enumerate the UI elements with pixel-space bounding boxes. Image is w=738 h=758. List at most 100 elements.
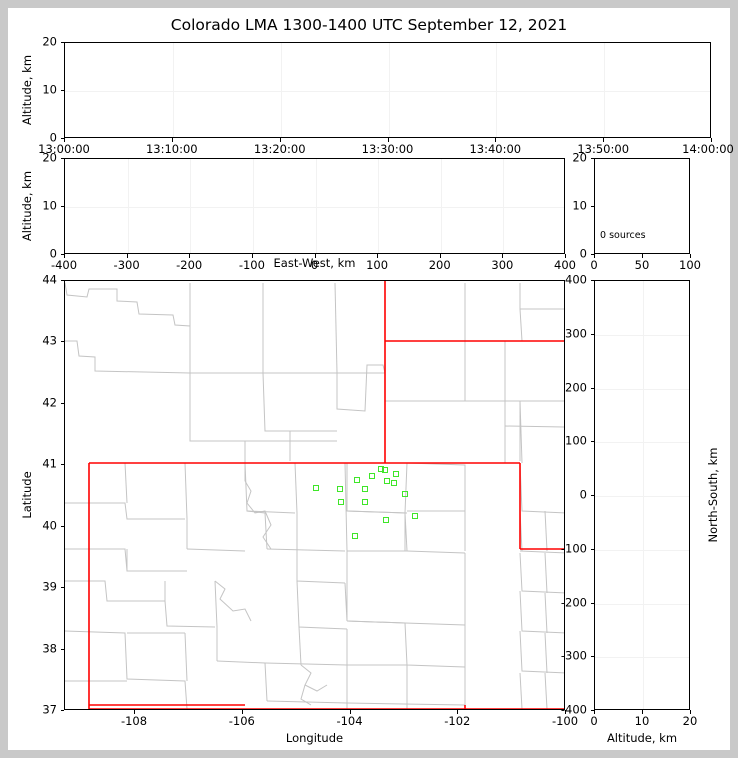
tick-label: -102 — [444, 714, 471, 728]
gridline — [127, 159, 129, 253]
gridline — [65, 91, 710, 92]
gridline — [315, 159, 317, 253]
gridline — [378, 159, 380, 253]
tick-label: 20 — [42, 34, 57, 49]
tick-label: 100 — [679, 258, 701, 272]
tick-label: 10 — [42, 198, 57, 213]
tick-label: 14:00:00 — [682, 142, 734, 156]
tick-label: 0 — [590, 258, 598, 272]
tick-label: 0 — [49, 246, 57, 261]
nebraska-kansas-counties — [504, 283, 564, 709]
lma-figure: Colorado LMA 1300-1400 UTC September 12,… — [8, 8, 734, 750]
source-marker — [338, 499, 344, 505]
axis-label-longitude: Longitude — [285, 731, 344, 745]
gridline — [65, 207, 564, 208]
tick-label: 40 — [42, 517, 57, 532]
tick-label: 0 — [579, 487, 587, 502]
tick-label: 13:10:00 — [145, 142, 198, 156]
map-geography — [65, 281, 564, 709]
gridline — [503, 159, 505, 253]
altitude-northsouth-panel[interactable] — [594, 280, 690, 710]
tick-label: 100 — [565, 433, 587, 448]
gridline — [595, 388, 689, 390]
tick-label: -108 — [120, 714, 148, 728]
tick-label: 0 — [49, 130, 57, 145]
source-marker — [412, 513, 418, 519]
tick-label: 13:20:00 — [253, 142, 306, 156]
tick-label: 20 — [682, 714, 698, 728]
tick-label: -100 — [560, 540, 587, 555]
tick-label: 41 — [42, 456, 57, 471]
source-marker — [352, 533, 358, 539]
source-marker — [369, 473, 375, 479]
tick-label: -104 — [336, 714, 363, 728]
time-altitude-panel[interactable] — [64, 42, 711, 138]
tick-label: -300 — [560, 648, 587, 663]
axis-label-altitude: Altitude, km — [20, 54, 34, 126]
source-marker — [362, 499, 368, 505]
gridline — [252, 159, 254, 253]
gridline — [496, 43, 498, 137]
tick-label: 100 — [366, 258, 389, 272]
gridline — [595, 603, 689, 605]
source-marker — [354, 477, 360, 483]
gridline — [190, 159, 192, 253]
tick-label: 38 — [42, 640, 57, 655]
axis-label-east-west: East-West, km — [273, 256, 356, 270]
source-marker — [337, 486, 343, 492]
axis-label-north-south: North-South, km — [706, 447, 720, 543]
tick-label: 300 — [491, 258, 514, 272]
tick-label: -100 — [238, 258, 265, 272]
tick-label: 50 — [634, 258, 650, 272]
tick-label: -300 — [113, 258, 140, 272]
tick-label: 0 — [579, 246, 587, 261]
tick-label: 10 — [572, 198, 587, 213]
gridline — [595, 549, 689, 551]
axis-label-latitude: Latitude — [20, 471, 34, 519]
source-marker — [362, 486, 368, 492]
tick-label: 10 — [42, 82, 57, 97]
source-marker — [378, 466, 384, 472]
gridline — [280, 43, 282, 137]
tick-label: 0 — [310, 258, 319, 272]
tick-label: 44 — [42, 272, 57, 287]
source-marker — [391, 480, 397, 486]
tick-label: 400 — [554, 258, 576, 272]
gridline — [595, 496, 689, 497]
altitude-histogram-panel[interactable]: 0 sources — [594, 158, 690, 254]
source-marker — [382, 467, 388, 473]
colorado-county-boundaries — [65, 462, 406, 709]
tick-label: 13:30:00 — [361, 142, 414, 156]
gridline — [595, 657, 689, 659]
tick-label: -400 — [50, 258, 78, 272]
tick-label: 13:00:00 — [38, 142, 90, 156]
tick-label: 13:50:00 — [577, 142, 630, 156]
eastwest-altitude-panel[interactable] — [64, 158, 565, 254]
tick-label: -106 — [228, 714, 255, 728]
tick-label: 42 — [42, 395, 57, 410]
tick-label: 300 — [565, 325, 587, 340]
tick-label: 39 — [42, 579, 57, 594]
tick-label: 400 — [565, 272, 587, 287]
source-marker — [383, 517, 389, 523]
plan-view-map-panel[interactable] — [64, 280, 565, 710]
source-marker — [384, 478, 390, 484]
tick-label: 20 — [42, 150, 57, 165]
source-marker — [402, 491, 408, 497]
tick-label: 200 — [565, 379, 587, 394]
tick-label: -200 — [176, 258, 203, 272]
tick-label: 43 — [42, 333, 57, 348]
gridline — [595, 442, 689, 444]
axis-label-altitude: Altitude, km — [606, 731, 678, 745]
tick-label: 200 — [428, 258, 451, 272]
county-boundaries — [65, 282, 564, 481]
source-marker — [313, 485, 319, 491]
tick-label: 10 — [634, 714, 650, 728]
gridline — [388, 43, 390, 137]
source-count-annotation: 0 sources — [600, 230, 646, 241]
tick-label: -400 — [560, 702, 587, 717]
gridline — [595, 334, 689, 336]
source-marker — [393, 471, 399, 477]
gridline — [604, 43, 606, 137]
tick-label: -200 — [560, 594, 587, 609]
